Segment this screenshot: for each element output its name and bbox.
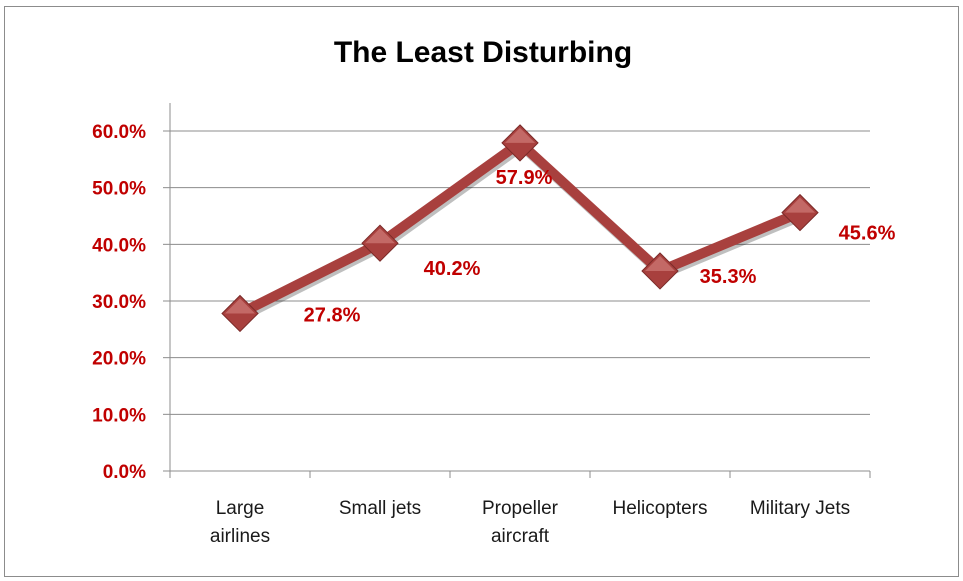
data-marker-highlight bbox=[645, 255, 675, 271]
x-tick-label: Large airlines bbox=[210, 498, 270, 547]
x-tick-label: Military Jets bbox=[750, 498, 850, 519]
y-tick-label: 60.0% bbox=[92, 122, 146, 143]
data-label: 40.2% bbox=[424, 258, 481, 280]
data-marker-highlight bbox=[365, 228, 395, 244]
y-tick-label: 30.0% bbox=[92, 292, 146, 313]
chart-frame bbox=[4, 6, 959, 577]
data-label: 57.9% bbox=[496, 167, 553, 189]
x-tick-label: Helicopters bbox=[612, 498, 707, 519]
axes bbox=[163, 103, 871, 478]
y-tick-label: 40.0% bbox=[92, 235, 146, 256]
data-marker bbox=[361, 224, 399, 262]
data-labels: 27.8% 40.2% 57.9% 35.3% 45.6% bbox=[304, 167, 896, 327]
x-axis-tick-labels: Large airlines Small jets Propeller aircraft… bbox=[210, 498, 850, 547]
y-tick-label: 0.0% bbox=[103, 462, 146, 483]
data-label: 35.3% bbox=[700, 266, 757, 288]
y-axis-tick-labels: 0.0% 10.0% 20.0% 30.0% 40.0% 50.0% 60.0% bbox=[92, 122, 146, 483]
chart-title: The Least Disturbing bbox=[334, 36, 632, 69]
y-tick-label: 20.0% bbox=[92, 349, 146, 370]
data-label: 27.8% bbox=[304, 304, 361, 326]
y-tick-label: 50.0% bbox=[92, 179, 146, 200]
markers bbox=[221, 124, 819, 333]
data-marker-highlight bbox=[785, 197, 815, 213]
x-tick-label: Propeller aircraft bbox=[482, 498, 559, 547]
x-tick-label: Small jets bbox=[339, 498, 421, 519]
data-label: 45.6% bbox=[839, 223, 896, 245]
data-marker-highlight bbox=[225, 298, 255, 314]
data-marker-highlight bbox=[505, 127, 535, 143]
y-tick-label: 10.0% bbox=[92, 405, 146, 426]
